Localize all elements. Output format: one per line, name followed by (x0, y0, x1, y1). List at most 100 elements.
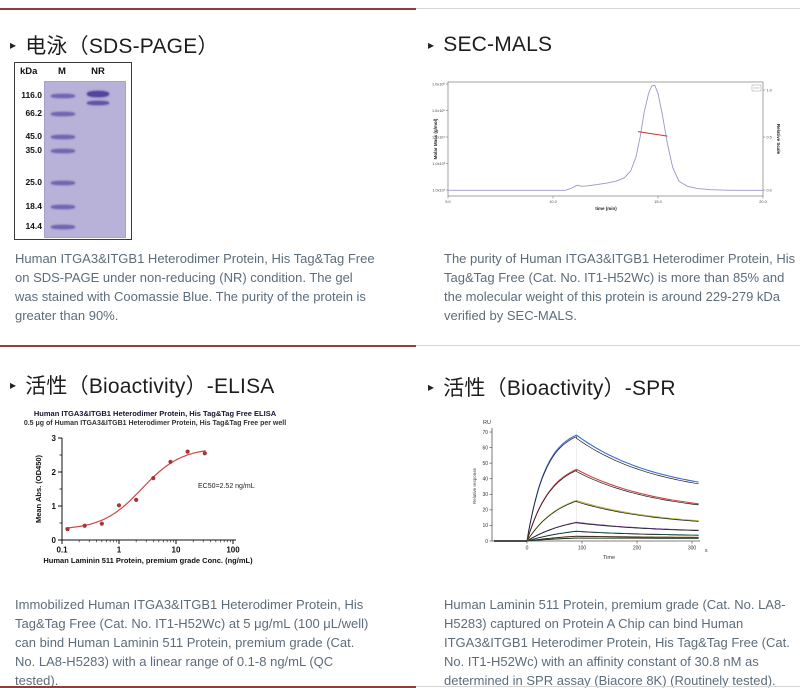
y-tick-label-right: 0.5 (767, 135, 772, 139)
section-header-sec-mals[interactable]: ▸ SEC-MALS (428, 33, 552, 57)
y-tick-label: 30 (482, 492, 488, 498)
plot-frame (447, 81, 764, 197)
triangle-bullet-icon: ▸ (428, 380, 435, 394)
section-title-sds-page: 电泳（SDS-PAGE） (25, 35, 219, 58)
data-point (202, 451, 207, 456)
section-divider (0, 685, 800, 688)
x-tick-label: 10.0 (549, 200, 556, 204)
y-tick-label: 20 (482, 508, 488, 514)
triangle-bullet-icon: ▸ (10, 38, 17, 52)
molar-mass-fit-line (638, 131, 668, 137)
gel-lane-label-m: M (58, 66, 66, 77)
data-point (151, 476, 156, 481)
sec-mals-chart: 1.0x10⁶ 1.0x10⁵ 1.0x10⁴ 1.0x10³ 1.0x10² 1.0 0.… (432, 81, 781, 211)
triangle-bullet-icon: ▸ (10, 378, 17, 392)
y-tick-label: 10 (482, 523, 488, 529)
gel-sample-band (86, 101, 109, 106)
spr-fit-curve (526, 535, 699, 542)
divider-red-segment (0, 7, 416, 10)
y-tick-label: 50 (482, 461, 488, 467)
y-axis-label: Mean Abs. (OD450) (34, 454, 43, 523)
gel-marker-label: 35.0 (25, 145, 42, 156)
gel-marker-label: 66.2 (25, 108, 42, 119)
y-axis-label: Relative response (472, 467, 477, 504)
section-header-spr[interactable]: ▸ 活性（Bioactivity）-SPR (428, 372, 676, 402)
spr-description: Human Laminin 511 Protein, premium grade… (444, 597, 790, 688)
x-tick-label: 0 (526, 546, 529, 552)
sds-page-gel-image: kDa M NR 116.0 66.2 45.0 35.0 25.0 18.4 14.4 (14, 62, 132, 240)
gel-marker-band (51, 134, 75, 139)
gel-unit-label: kDa (20, 66, 38, 77)
spr-fit-curve (526, 530, 699, 542)
y-tick-label: 3 (52, 434, 57, 443)
x-unit-label: s (705, 548, 708, 554)
section-divider (0, 344, 800, 347)
data-point (65, 527, 70, 532)
gel-marker-label: 14.4 (25, 221, 42, 232)
x-tick-label: 15.0 (654, 200, 661, 204)
data-point (82, 523, 87, 528)
x-axis-label: time (min) (595, 206, 617, 211)
data-point (116, 503, 122, 508)
dose-response-curve (65, 450, 206, 529)
y-tick-label-right: 1.0 (767, 88, 772, 92)
gel-marker-label: 45.0 (25, 130, 42, 141)
spr-fit-curve (526, 500, 699, 542)
spr-fit-curve (526, 522, 699, 542)
x-axis-label: Human Laminin 511 Protein, premium grade… (43, 556, 253, 565)
spr-series-curve (526, 434, 699, 542)
y-tick-label: 1 (52, 502, 57, 511)
sec-mals-description: The purity of Human ITGA3&ITGB1 Heterodi… (444, 251, 796, 323)
section-header-elisa[interactable]: ▸ 活性（Bioactivity）-ELISA (10, 370, 275, 400)
gel-marker-label: 18.4 (25, 200, 42, 211)
gel-marker-band (51, 149, 75, 154)
gel-sample-band (86, 90, 109, 97)
y-tick-label: 70 (482, 430, 488, 436)
gel-marker-band (51, 94, 75, 99)
y-tick-label-right: 0.0 (767, 188, 772, 192)
uv-trace-curve (448, 84, 763, 191)
y-axis-label-right: Relative Scale (776, 124, 781, 155)
y-tick-label-left: 1.0x10⁵ (432, 109, 445, 113)
x-tick-label: 0.1 (56, 546, 68, 555)
elisa-chart-title: Human ITGA3&ITGB1 Heterodimer Protein, H… (33, 409, 277, 418)
ec50-annotation: EC50=2.52 ng/mL (198, 483, 255, 490)
data-point (168, 459, 173, 464)
section-divider (0, 7, 800, 10)
y-tick-label: 40 (482, 477, 488, 483)
spr-series-curve (526, 468, 699, 542)
x-tick-label: 20.0 (759, 200, 766, 204)
spr-chart: 0 10 20 30 40 50 60 70 0 100 200 300 RU Relative resp… (472, 420, 708, 561)
y-tick-label: 0 (485, 539, 488, 545)
spr-fit-curve (526, 470, 699, 542)
divider-red-segment (0, 344, 416, 347)
section-title-elisa: 活性（Bioactivity）-ELISA (25, 375, 275, 398)
section-title-spr: 活性（Bioactivity）-SPR (443, 377, 676, 400)
x-tick-label: 10 (172, 546, 181, 555)
divider-gray-segment (416, 345, 800, 346)
divider-gray-segment (416, 8, 800, 9)
data-point (99, 521, 104, 526)
x-tick-label: 5.0 (445, 200, 450, 204)
data-point (134, 497, 139, 502)
x-tick-label: 100 (226, 546, 240, 555)
elisa-description: Immobilized Human ITGA3&ITGB1 Heterodime… (15, 597, 369, 688)
triangle-bullet-icon: ▸ (428, 38, 435, 52)
elisa-chart-subtitle: 0.5 μg of Human ITGA3&ITGB1 Heterodimer … (23, 420, 287, 427)
divider-gray-segment (416, 686, 800, 687)
section-header-sds-page[interactable]: ▸ 电泳（SDS-PAGE） (10, 30, 219, 60)
x-axis-label: Time (603, 555, 615, 561)
y-tick-label: 0 (52, 536, 57, 545)
gel-marker-band (51, 181, 75, 186)
ru-unit-label: RU (483, 420, 491, 426)
y-tick-label-left: 1.0x10³ (432, 162, 445, 166)
gel-membrane (44, 81, 126, 238)
gel-marker-label: 25.0 (25, 177, 42, 188)
sds-page-description: Human ITGA3&ITGB1 Heterodimer Protein, H… (15, 251, 375, 323)
gel-lane-label-nr: NR (91, 66, 105, 77)
gel-marker-band (51, 112, 75, 117)
section-title-sec-mals: SEC-MALS (443, 33, 553, 56)
y-tick-label: 60 (482, 445, 488, 451)
